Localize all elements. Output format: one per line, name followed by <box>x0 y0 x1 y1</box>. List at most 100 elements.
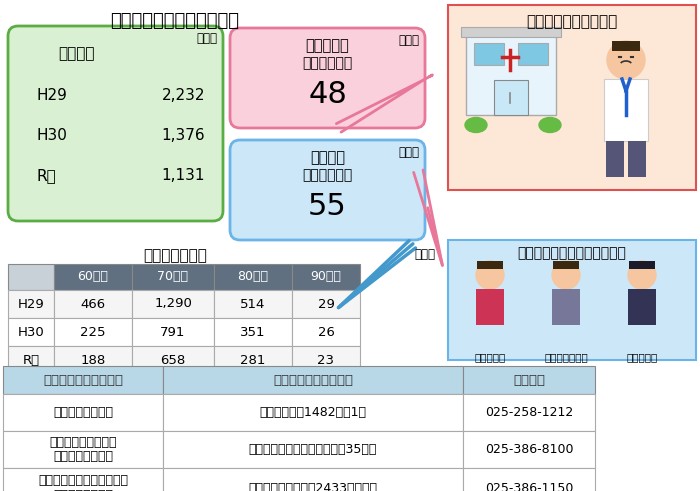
Text: 025-386-8100: 025-386-8100 <box>484 443 573 456</box>
Text: 年代別受診者数: 年代別受診者数 <box>143 248 207 263</box>
Text: H29: H29 <box>18 298 44 310</box>
Bar <box>629 261 655 269</box>
Text: 北区もの忘れ検診受診者数: 北区もの忘れ検診受診者数 <box>111 12 239 30</box>
Bar <box>214 318 292 346</box>
Text: くずつか（東栄町１丁目１番35号）: くずつか（東栄町１丁目１番35号） <box>248 443 377 456</box>
Bar <box>132 264 214 290</box>
Text: 225: 225 <box>80 326 106 338</box>
Text: 48: 48 <box>308 80 347 109</box>
Text: R元: R元 <box>36 168 56 183</box>
Text: 025-258-1212: 025-258-1212 <box>485 406 573 419</box>
Bar <box>214 290 292 318</box>
Text: 80歳代: 80歳代 <box>237 271 269 283</box>
Bar <box>132 346 214 374</box>
Text: 29: 29 <box>318 298 335 310</box>
Text: 要精密検査: 要精密検査 <box>306 38 349 53</box>
Text: （人）: （人） <box>398 146 419 159</box>
Bar <box>54 264 132 290</box>
Text: 70歳代: 70歳代 <box>158 271 188 283</box>
Text: H30: H30 <box>18 326 44 338</box>
Text: 281: 281 <box>240 354 266 366</box>
Bar <box>3 468 163 491</box>
Text: 葛塚・木崎・早通・
光晴（一部含む）: 葛塚・木崎・早通・ 光晴（一部含む） <box>49 436 117 464</box>
Text: 1,376: 1,376 <box>162 128 205 143</box>
Text: 351: 351 <box>240 326 266 338</box>
Text: 保健師など: 保健師など <box>475 352 505 362</box>
Ellipse shape <box>465 117 487 133</box>
Bar <box>477 261 503 269</box>
Text: 188: 188 <box>80 354 106 366</box>
Bar <box>214 264 292 290</box>
Circle shape <box>476 261 504 289</box>
Text: 55: 55 <box>308 192 347 221</box>
Bar <box>606 141 624 177</box>
Bar <box>132 318 214 346</box>
Text: 社会福祉士: 社会福祉士 <box>626 352 657 362</box>
Text: 経過観察: 経過観察 <box>310 150 345 165</box>
FancyBboxPatch shape <box>230 28 425 128</box>
Text: （人）: （人） <box>414 248 435 261</box>
Bar <box>628 141 646 177</box>
Circle shape <box>628 261 656 289</box>
Text: H30: H30 <box>36 128 67 143</box>
Text: 90歳代: 90歳代 <box>311 271 342 283</box>
Bar <box>476 289 504 325</box>
Text: 2,232: 2,232 <box>162 88 205 103</box>
Bar <box>3 394 163 431</box>
Text: 阿賀北（松潟1482番地1）: 阿賀北（松潟1482番地1） <box>260 406 367 419</box>
Text: （３カ年計）: （３カ年計） <box>302 56 353 70</box>
Bar <box>54 318 132 346</box>
Bar <box>163 468 463 491</box>
Bar <box>8 264 54 290</box>
Text: H29: H29 <box>36 88 67 103</box>
Bar <box>474 43 504 65</box>
Bar <box>214 346 292 374</box>
Bar <box>292 346 360 374</box>
Text: 電話番号: 電話番号 <box>513 374 545 386</box>
Circle shape <box>607 41 645 79</box>
Text: 松浜・南浜・濁川: 松浜・南浜・濁川 <box>53 406 113 419</box>
Bar <box>292 290 360 318</box>
Bar <box>448 5 696 190</box>
Text: 担当地域（中学校区）: 担当地域（中学校区） <box>43 374 123 386</box>
Bar <box>8 318 54 346</box>
Text: 60歳代: 60歳代 <box>78 271 108 283</box>
Bar <box>3 366 163 394</box>
Text: 上土地亀（上土地亀2433番地１）: 上土地亀（上土地亀2433番地１） <box>248 482 377 491</box>
Text: 658: 658 <box>160 354 186 366</box>
Text: 1,131: 1,131 <box>162 168 205 183</box>
Bar <box>3 431 163 468</box>
Bar <box>518 43 548 65</box>
Bar <box>552 289 580 325</box>
Bar <box>463 431 595 468</box>
Text: 025-386-1150: 025-386-1150 <box>485 482 573 491</box>
Bar <box>448 240 696 360</box>
Text: 514: 514 <box>240 298 266 310</box>
Bar <box>163 366 463 394</box>
Text: 1,290: 1,290 <box>154 298 192 310</box>
Bar <box>628 289 656 325</box>
Circle shape <box>552 261 580 289</box>
Text: 地域包括支援センターが支援: 地域包括支援センターが支援 <box>517 246 626 260</box>
Bar <box>8 346 54 374</box>
Text: 異常なし: 異常なし <box>58 46 94 61</box>
Bar <box>163 431 463 468</box>
Text: 791: 791 <box>160 326 186 338</box>
Bar <box>463 366 595 394</box>
Bar <box>292 318 360 346</box>
Bar <box>466 35 556 115</box>
Bar <box>494 80 528 115</box>
Bar <box>463 468 595 491</box>
Bar <box>553 261 579 269</box>
Text: ケアマネジャー: ケアマネジャー <box>544 352 588 362</box>
Text: R元: R元 <box>22 354 40 366</box>
Bar <box>604 79 648 141</box>
Ellipse shape <box>539 117 561 133</box>
Bar <box>461 27 561 37</box>
Bar <box>132 290 214 318</box>
Text: 26: 26 <box>318 326 335 338</box>
Bar <box>463 394 595 431</box>
FancyBboxPatch shape <box>8 26 223 221</box>
Bar <box>54 346 132 374</box>
Bar <box>292 264 360 290</box>
